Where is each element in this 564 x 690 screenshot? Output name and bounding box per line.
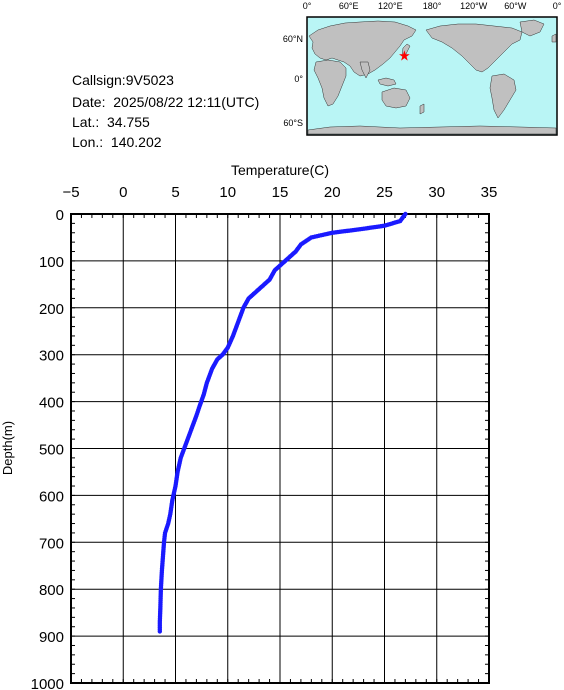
date-text: Date: 2025/08/22 12:11(UTC): [72, 94, 260, 110]
map-lon-tick-label: 0°: [553, 1, 562, 11]
x-tick-label: 10: [219, 184, 236, 201]
x-tick-label: 5: [171, 184, 179, 201]
land-australia: [381, 87, 411, 109]
y-tick-label: 900: [39, 629, 64, 646]
lat-text: Lat.: 34.755: [72, 114, 150, 130]
x-tick-labels: −5 0 5 10 15 20 25 30 35: [62, 184, 497, 201]
land-south-america: [489, 73, 517, 119]
land-antarctica: [307, 125, 557, 135]
y-tick-label: 1000: [31, 676, 64, 690]
y-tick-label: 0: [56, 207, 64, 224]
map-lon-tick-label: 180°: [423, 1, 442, 11]
y-tick-label: 700: [39, 535, 64, 552]
y-tick-label: 100: [39, 254, 64, 271]
x-tick-label: 15: [272, 184, 289, 201]
world-map: 0° 60°E 120°E 180° 120°W 60°W 0° 60°N 0° 60°S ★: [283, 1, 562, 136]
x-tick-label: 25: [376, 184, 393, 201]
data-point: [157, 629, 163, 634]
lon-text: Lon.: 140.202: [72, 134, 162, 150]
x-tick-label: −5: [62, 184, 79, 201]
land-indonesia: [377, 77, 397, 87]
series-points: [157, 211, 408, 634]
land-india: [359, 61, 371, 79]
land-eurasia: [308, 20, 417, 77]
map-land: [307, 19, 557, 135]
star-icon: ★: [398, 49, 411, 65]
map-lon-tick-label: 60°W: [504, 1, 527, 11]
x-tick-label: 35: [481, 184, 498, 201]
x-tick-label: 20: [324, 184, 341, 201]
land-japan: [401, 43, 411, 57]
y-tick-label: 200: [39, 301, 64, 318]
y-tick-label: 800: [39, 582, 64, 599]
land-north-america: [425, 23, 523, 73]
y-tick-labels: 0 100 200 300 400 500 600 700 800 900 1000: [31, 207, 64, 690]
land-uk: [551, 33, 557, 43]
y-axis-label: Depth(m): [0, 421, 15, 475]
y-tick-label: 400: [39, 395, 64, 412]
plot-frame: [70, 213, 490, 684]
y-tick-label: 500: [39, 442, 64, 459]
x-tick-label: 30: [428, 184, 445, 201]
callsign-text: Callsign:9V5023: [72, 72, 174, 88]
map-ticks: 0° 60°E 120°E 180° 120°W 60°W 0° 60°N 0° 60°S: [283, 1, 562, 128]
map-lat-tick-label: 0°: [294, 74, 303, 84]
profile-chart: −5 0 5 10 15 20 25 30 35 0 100 200 300 400 500 600 700 8…: [0, 162, 497, 690]
land-africa: [313, 59, 347, 107]
map-lat-tick-label: 60°N: [283, 34, 303, 44]
land-greenland: [519, 19, 545, 37]
map-lon-tick-label: 60°E: [339, 1, 359, 11]
land-nz: [419, 103, 425, 115]
x-tick-label: 0: [119, 184, 127, 201]
map-lat-tick-label: 60°S: [283, 118, 303, 128]
y-tick-label: 300: [39, 348, 64, 365]
map-lon-tick-label: 120°E: [378, 1, 403, 11]
y-tick-label: 600: [39, 488, 64, 505]
map-lon-tick-label: 120°W: [460, 1, 488, 11]
x-axis-label: Temperature(C): [231, 162, 329, 178]
map-lon-tick-label: 0°: [303, 1, 312, 11]
